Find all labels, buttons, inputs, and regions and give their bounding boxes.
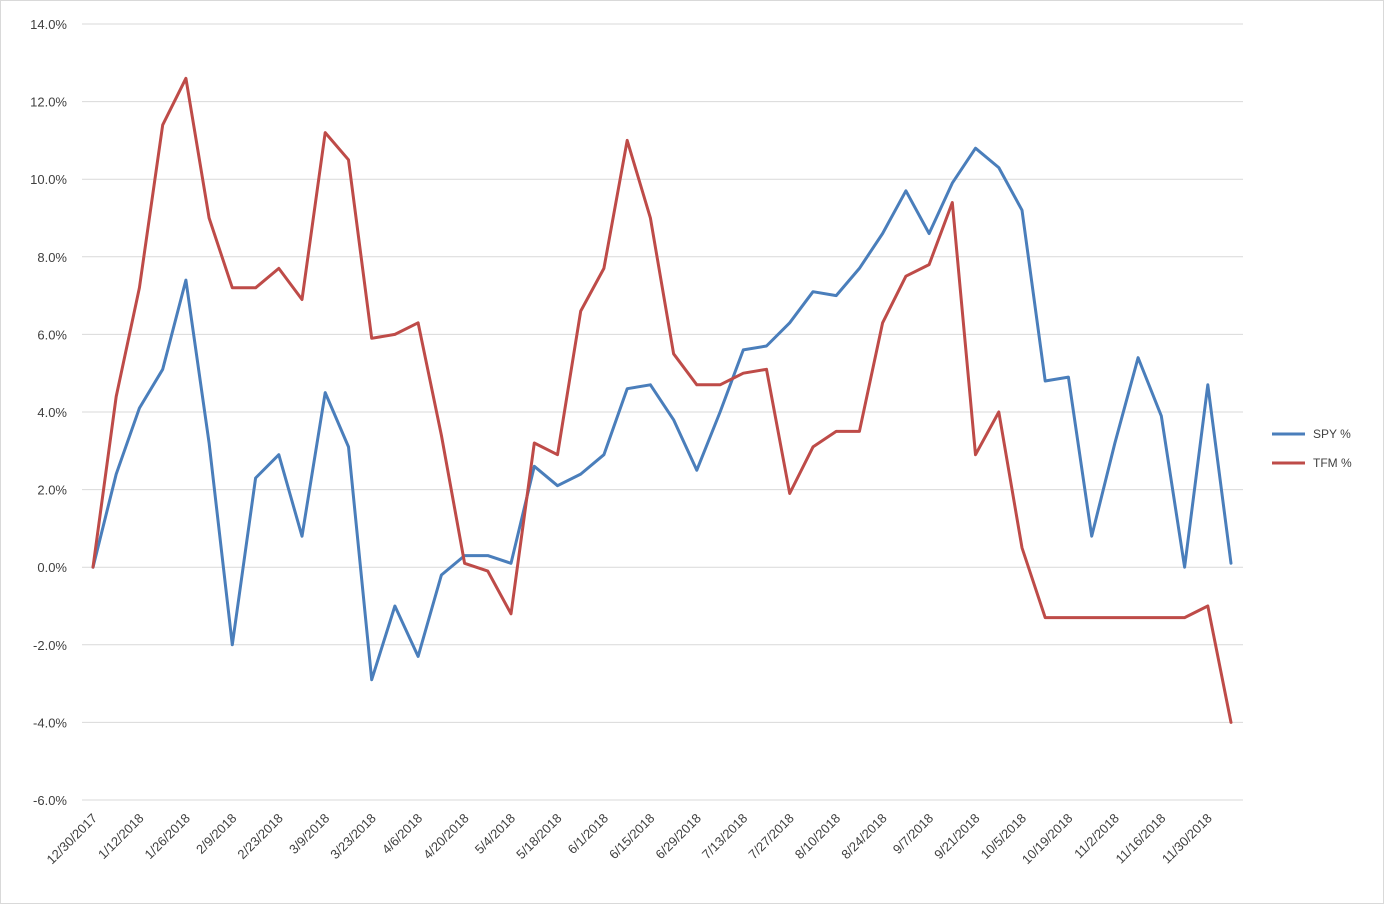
series-line-spy xyxy=(91,146,1233,682)
y-tick-label: 8.0% xyxy=(37,250,67,265)
y-tick-label: 0.0% xyxy=(37,560,67,575)
x-tick-label: 3/23/2018 xyxy=(327,811,379,863)
x-tick-label: 10/19/2018 xyxy=(1019,811,1076,868)
x-tick-label: 6/1/2018 xyxy=(565,811,611,857)
y-tick-label: -4.0% xyxy=(33,715,67,730)
y-tick-label: 2.0% xyxy=(37,483,67,498)
y-tick-label: 6.0% xyxy=(37,327,67,342)
y-tick-label: 12.0% xyxy=(30,95,67,110)
x-tick-label: 7/13/2018 xyxy=(699,811,751,863)
x-tick-label: 7/27/2018 xyxy=(745,811,797,863)
x-tick-label: 5/4/2018 xyxy=(472,811,518,857)
legend: SPY % TFM % xyxy=(1272,427,1352,470)
x-tick-label: 9/21/2018 xyxy=(931,811,983,863)
x-tick-label: 2/23/2018 xyxy=(234,811,286,863)
x-tick-label: 1/12/2018 xyxy=(95,811,147,863)
x-tick-label: 4/6/2018 xyxy=(379,811,425,857)
x-tick-label: 12/30/2017 xyxy=(43,811,100,868)
x-tick-label: 2/9/2018 xyxy=(193,811,239,857)
x-tick-label: 5/18/2018 xyxy=(513,811,565,863)
legend-label-tfm: TFM % xyxy=(1313,456,1352,470)
y-tick-label: 4.0% xyxy=(37,405,67,420)
x-tick-label: 11/30/2018 xyxy=(1159,811,1215,867)
x-tick-label: 6/15/2018 xyxy=(606,811,658,863)
series-lines xyxy=(91,76,1233,724)
legend-label-spy: SPY % xyxy=(1313,427,1351,441)
x-tick-label: 9/7/2018 xyxy=(890,811,936,857)
series-line-tfm xyxy=(91,76,1233,724)
y-tick-label: -2.0% xyxy=(33,638,67,653)
y-tick-label: 10.0% xyxy=(30,172,67,187)
y-axis-tick-labels: 14.0% 12.0% 10.0% 8.0% 6.0% 4.0% 2.0% 0.0% -2.0%… xyxy=(30,17,67,808)
gridlines xyxy=(82,23,1243,801)
y-tick-label: 14.0% xyxy=(30,17,67,32)
x-tick-label: 3/9/2018 xyxy=(286,811,332,857)
x-tick-label: 1/26/2018 xyxy=(142,811,194,863)
x-tick-label: 8/24/2018 xyxy=(838,811,890,863)
x-tick-label: 6/29/2018 xyxy=(652,811,704,863)
x-tick-label: 8/10/2018 xyxy=(792,811,844,863)
x-tick-label: 4/20/2018 xyxy=(420,811,472,863)
y-tick-label: -6.0% xyxy=(33,793,67,808)
